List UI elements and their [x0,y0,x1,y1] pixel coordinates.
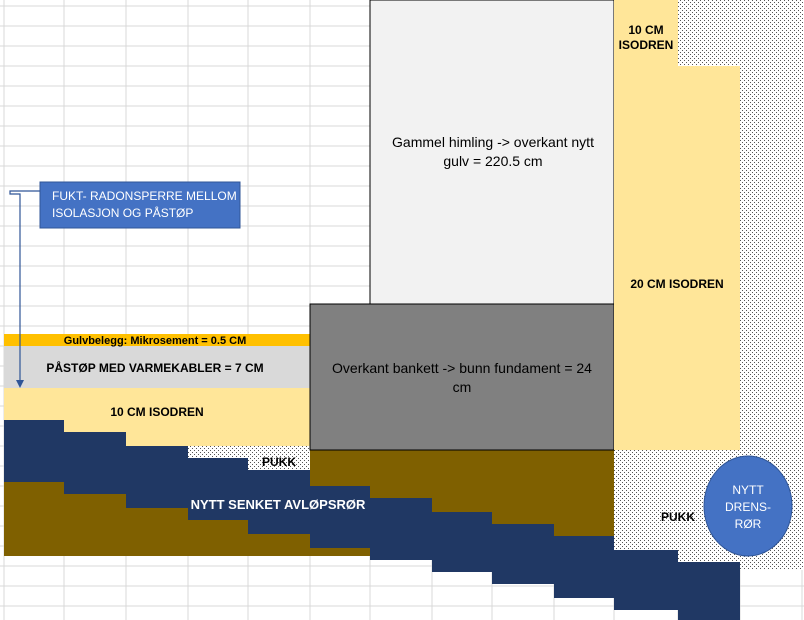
isodren-floor-label: 10 CM ISODREN [110,405,203,419]
pukk-left-label: PUKK [262,455,296,469]
bankett-label-line1: Overkant bankett -> bunn fundament = 24 [332,360,592,376]
pukk-texture-top-right [678,0,804,66]
arrow-head [16,380,24,388]
isodren-floor-step [126,432,310,446]
fukt-pointer-arrow [9,190,40,382]
gammel-himling-label-line1: Gammel himling -> overkant nytt [392,134,594,150]
pastop-layer [4,346,310,388]
fukt-radonsperre-note [39,181,241,229]
gulvbelegg-layer [4,334,310,346]
isodren-column-top [614,0,678,66]
fukt-label-line1: FUKT- RADONSPERRE MELLOM [52,189,237,203]
isodren-20-label: 20 CM ISODREN [630,277,723,291]
drens-label-line3: RØR [735,517,762,531]
drensror-circle [703,455,793,557]
isodren-column [614,66,740,450]
pastop-label: PÅSTØP MED VARMEKABLER = 7 CM [46,360,263,375]
isodren-floor-layer [4,388,310,420]
pukk-right-label: PUKK [661,510,695,524]
isodren-10-top-label-line1: 10 CM [628,23,663,37]
fukt-label-line2: ISOLASJON OG PÅSTØP [52,205,193,220]
avlop-pipe-shape [4,420,740,620]
drens-label-line1: NYTT [732,483,764,497]
gulvbelegg-label: Gulvbelegg: Mikrosement = 0.5 CM [64,335,246,347]
bankett-box [309,303,615,451]
pukk-texture-side-right [740,66,804,450]
avlop-label: NYTT SENKET AVLØPSRØR [191,497,366,512]
drens-label-line2: DRENS- [725,500,771,514]
isodren-10-top-label-line2: ISODREN [619,38,674,52]
isodren-floor-step [64,420,310,432]
bankett-label-line2: cm [453,379,472,395]
gammel-himling-box [369,0,615,305]
gammel-himling-label-line2: gulv = 220.5 cm [443,153,542,169]
